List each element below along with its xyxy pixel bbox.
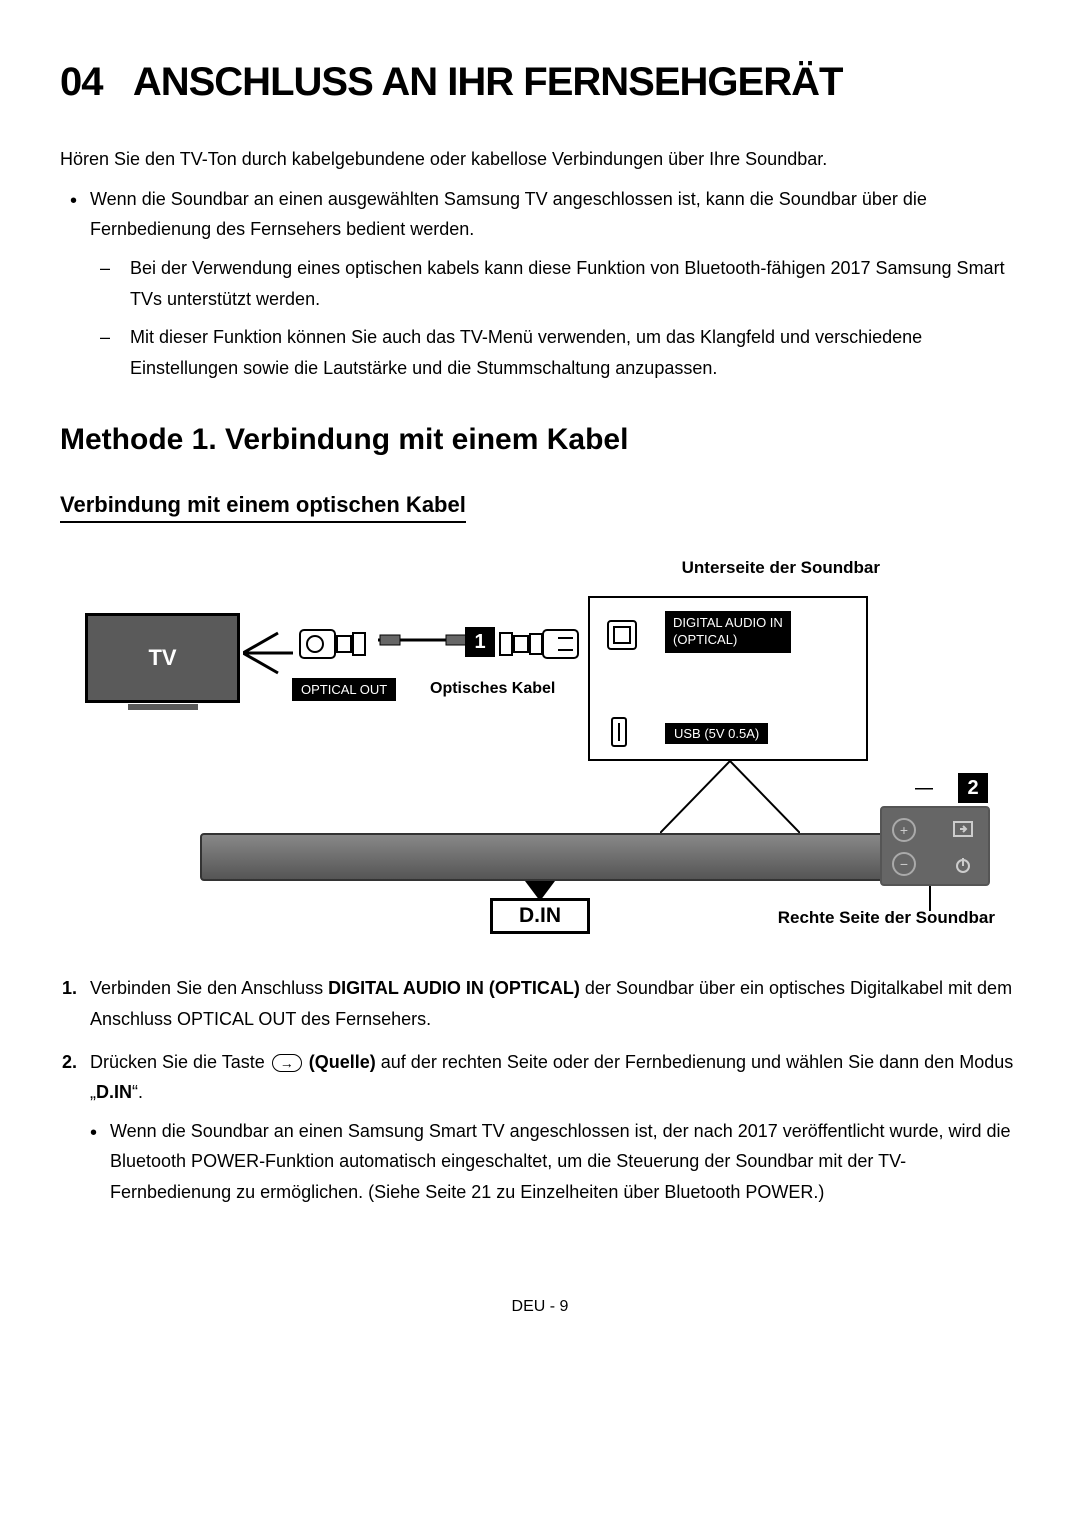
volume-up-icon: +: [892, 818, 916, 842]
diagram-top-label: Unterseite der Soundbar: [682, 558, 880, 578]
pointer-line-panel-to-soundbar: [660, 761, 800, 836]
intro-bullet-list: Wenn die Soundbar an einen ausgewählten …: [60, 184, 1020, 384]
source-icon: [952, 820, 974, 843]
din-label: D.IN: [490, 898, 590, 934]
source-button-icon: [272, 1054, 302, 1072]
dash-list: Bei der Verwendung eines optischen kabel…: [90, 253, 1020, 383]
dash-item: Bei der Verwendung eines optischen kabel…: [130, 253, 1020, 314]
bullet-text: Wenn die Soundbar an einen ausgewählten …: [90, 189, 927, 240]
connection-diagram: Unterseite der Soundbar TV OPTICAL OUT 1…: [60, 558, 1020, 938]
cable-label: Optisches Kabel: [430, 680, 555, 698]
step-2-pre: Drücken Sie die Taste: [90, 1052, 270, 1072]
method-1-heading: Methode 1. Verbindung mit einem Kabel: [60, 423, 1020, 457]
arrow-tv-to-cable: [243, 628, 298, 678]
step-1-pre: Verbinden Sie den Anschluss: [90, 978, 328, 998]
step-2-text: Drücken Sie die Taste (Quelle) auf der r…: [90, 1047, 1020, 1208]
chapter-title-text: ANSCHLUSS AN IHR FERNSEHGERÄT: [133, 60, 843, 104]
cable-line-icon: [378, 630, 468, 650]
soundbar-side-panel: + −: [880, 806, 990, 886]
step-2-post: “.: [132, 1082, 143, 1102]
chapter-title: 04 ANSCHLUSS AN IHR FERNSEHGERÄT: [60, 60, 1020, 105]
volume-down-icon: −: [892, 852, 916, 876]
step-2-badge: 2: [958, 773, 988, 803]
port-connectors-icon: [600, 613, 660, 753]
step-1-text: Verbinden Sie den Anschluss DIGITAL AUDI…: [90, 973, 1020, 1034]
digital-audio-in-label: DIGITAL AUDIO IN(OPTICAL): [665, 611, 791, 653]
soundbar-body-icon: [200, 833, 900, 881]
optical-connector-right-icon: [498, 618, 588, 673]
instruction-steps: Verbinden Sie den Anschluss DIGITAL AUDI…: [60, 973, 1020, 1207]
step-2-bold-quelle: (Quelle): [304, 1052, 376, 1072]
tv-label: TV: [148, 645, 176, 671]
step-2-sub-bullet: Wenn die Soundbar an einen Samsung Smart…: [110, 1116, 1020, 1208]
step-1-bold: DIGITAL AUDIO IN (OPTICAL): [328, 978, 580, 998]
step-2-sublist: Wenn die Soundbar an einen Samsung Smart…: [90, 1116, 1020, 1208]
optical-connector-left-icon: [295, 618, 375, 673]
tv-icon: TV: [85, 613, 240, 703]
bullet-item: Wenn die Soundbar an einen ausgewählten …: [90, 184, 1020, 384]
dash-item: Mit dieser Funktion können Sie auch das …: [130, 322, 1020, 383]
page-footer: DEU - 9: [60, 1298, 1020, 1316]
chapter-number: 04: [60, 60, 103, 104]
intro-paragraph: Hören Sie den TV-Ton durch kabelgebunden…: [60, 145, 1020, 174]
step-2-bold-din: D.IN: [96, 1082, 132, 1102]
optical-out-label: OPTICAL OUT: [292, 678, 396, 701]
usb-label: USB (5V 0.5A): [665, 723, 768, 744]
step-1-badge: 1: [465, 627, 495, 657]
power-icon: [954, 856, 972, 879]
diagram-bottom-label: Rechte Seite der Soundbar: [778, 908, 995, 928]
optical-heading: Verbindung mit einem optischen Kabel: [60, 492, 466, 523]
